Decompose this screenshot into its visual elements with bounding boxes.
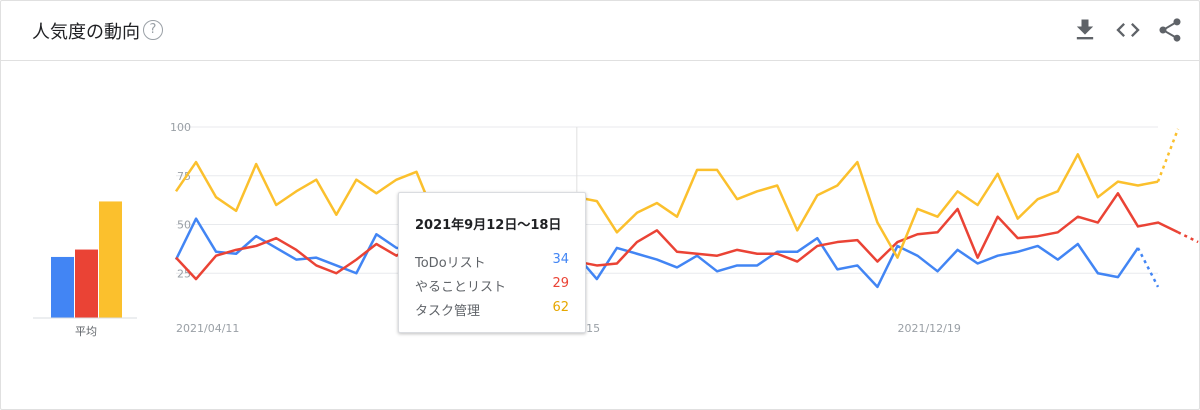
card-header: 人気度の動向 ? — [1, 1, 1199, 61]
series-line-1 — [174, 217, 1139, 289]
series-line-3 — [174, 153, 1159, 259]
tooltip-date: 2021年9月12日〜18日 — [415, 218, 562, 233]
card-title: 人気度の動向 — [32, 22, 140, 43]
y-tick-25: 25 — [177, 267, 191, 280]
share-icon[interactable] — [1156, 16, 1184, 44]
help-icon[interactable]: ? — [143, 20, 163, 40]
series-partial-1 — [1136, 247, 1160, 288]
embed-code-icon[interactable] — [1114, 16, 1142, 44]
tooltip-row-todo: ToDoリスト 34 — [415, 252, 569, 271]
series-partial-2 — [1177, 231, 1199, 244]
x-tick-1: 2021/04/11 — [176, 322, 239, 335]
x-tick-3: 2021/12/19 — [897, 322, 960, 335]
y-tick-100: 100 — [170, 121, 191, 134]
avg-label: 平均 — [75, 325, 97, 338]
download-icon[interactable] — [1071, 16, 1099, 44]
tooltip-row-task: タスク管理 62 — [415, 300, 569, 319]
avg-bar-3 — [99, 201, 122, 318]
series-partial-3 — [1156, 128, 1180, 183]
series-line-2 — [175, 192, 1179, 281]
y-tick-50: 50 — [177, 219, 191, 232]
trend-chart: 平均1007550252021/04/112021/08/152021/12/1… — [33, 121, 1199, 338]
avg-bar-2 — [75, 249, 98, 318]
tooltip-row-yarukoto: やることリスト 29 — [415, 276, 569, 295]
chart-tooltip: 2021年9月12日〜18日 ToDoリスト 34 やることリスト 29 タスク… — [398, 192, 586, 333]
avg-bar-1 — [51, 256, 74, 318]
